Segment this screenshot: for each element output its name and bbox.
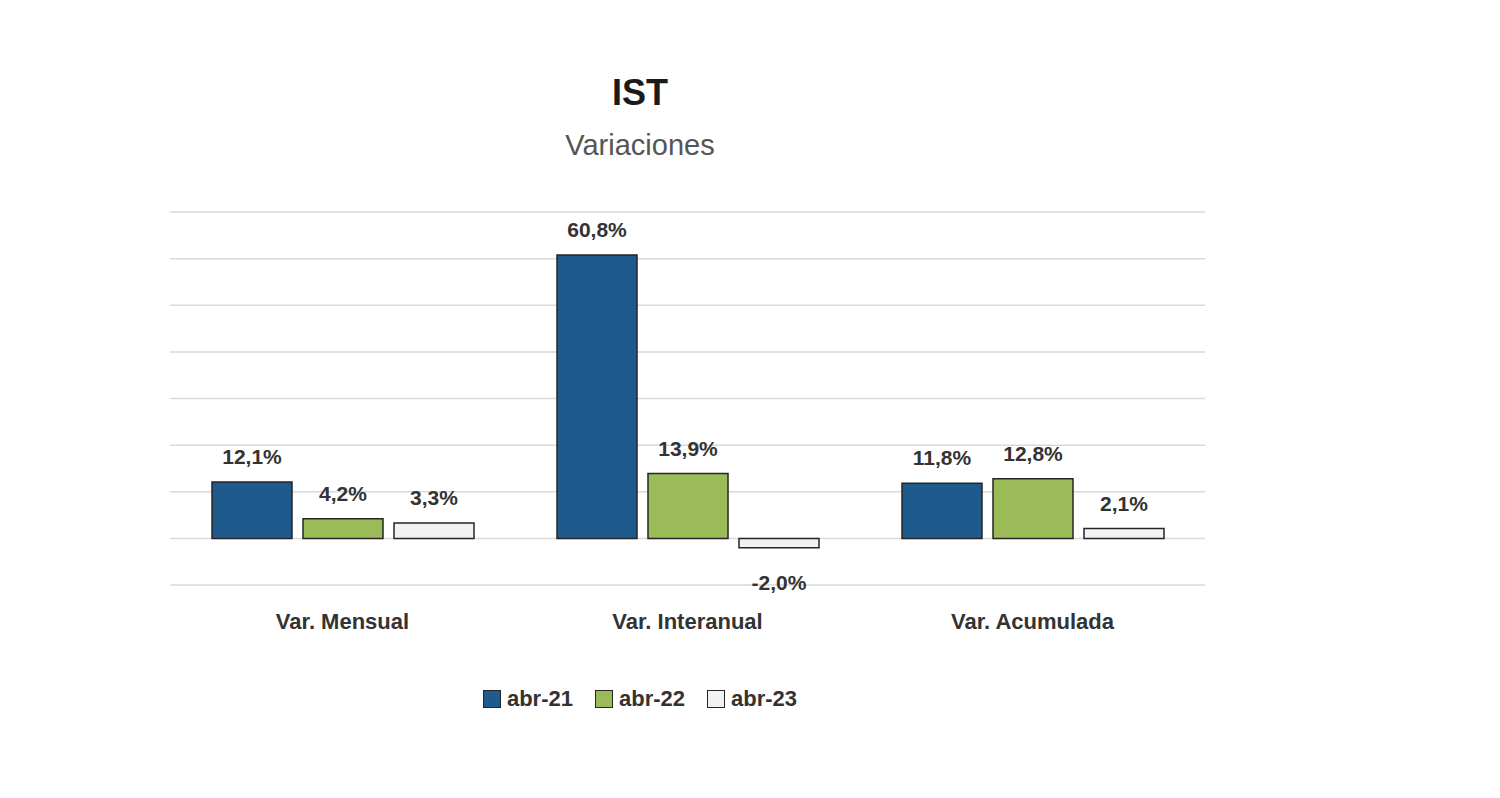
html-text:abr-23: abr-23: [731, 686, 798, 711]
svg-text:3,3%: 3,3%: [410, 486, 458, 509]
svg-text:-2,0%: -2,0%: [752, 571, 807, 594]
svg-text:13,9%: 13,9%: [658, 437, 718, 460]
svg-text:11,8%: 11,8%: [913, 446, 972, 469]
svg-text:4,2%: 4,2%: [319, 482, 367, 505]
svg-text:Var. Interanual: Var. Interanual: [612, 609, 762, 634]
svg-text:12,1%: 12,1%: [222, 445, 282, 468]
html-text:Variaciones: Variaciones: [565, 129, 715, 161]
svg-text:60,8%: 60,8%: [567, 218, 627, 241]
svg-text:Var. Acumulada: Var. Acumulada: [951, 609, 1115, 634]
svg-text:2,1%: 2,1%: [1100, 492, 1148, 515]
html-text:abr-21: abr-21: [506, 686, 573, 711]
svg-text:12,8%: 12,8%: [1003, 442, 1063, 465]
svg-text:Var. Mensual: Var. Mensual: [276, 609, 409, 634]
html-text:IST: IST: [612, 72, 668, 113]
html-text:abr-22: abr-22: [619, 686, 685, 711]
